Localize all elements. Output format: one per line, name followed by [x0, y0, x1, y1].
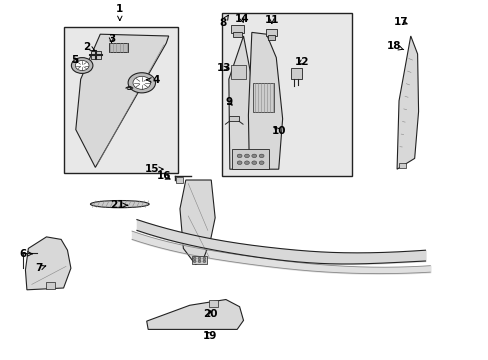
Circle shape: [259, 154, 264, 158]
Bar: [91, 51, 101, 59]
Text: 4: 4: [146, 75, 160, 85]
Circle shape: [128, 73, 155, 93]
Ellipse shape: [90, 201, 149, 208]
Bar: [108, 43, 128, 52]
Text: 9: 9: [225, 96, 232, 107]
Text: 2: 2: [83, 42, 95, 52]
Bar: [63, 27, 178, 173]
Text: 21: 21: [110, 200, 127, 210]
Text: 18: 18: [386, 41, 403, 51]
Polygon shape: [228, 36, 251, 169]
Circle shape: [237, 154, 242, 158]
Bar: [230, 25, 244, 33]
Text: 1: 1: [116, 4, 123, 21]
Bar: [267, 35, 274, 40]
Text: 19: 19: [203, 330, 217, 341]
Circle shape: [244, 154, 249, 158]
Polygon shape: [396, 36, 418, 169]
Bar: [222, 13, 351, 176]
Text: 5: 5: [71, 55, 78, 65]
Bar: [265, 29, 277, 36]
Bar: [253, 83, 273, 112]
Polygon shape: [180, 180, 215, 265]
Circle shape: [251, 154, 256, 158]
Bar: [290, 68, 301, 79]
Circle shape: [133, 76, 150, 89]
Text: 6: 6: [20, 249, 32, 259]
Polygon shape: [248, 32, 282, 169]
Circle shape: [259, 161, 264, 165]
Text: 10: 10: [271, 126, 285, 136]
Circle shape: [75, 60, 89, 71]
Circle shape: [237, 161, 242, 165]
Bar: [208, 300, 217, 307]
Polygon shape: [76, 34, 168, 167]
Text: 14: 14: [234, 14, 249, 24]
Circle shape: [251, 161, 256, 165]
Circle shape: [71, 58, 93, 73]
Bar: [233, 32, 242, 37]
Bar: [232, 149, 268, 169]
Polygon shape: [146, 300, 243, 329]
Polygon shape: [25, 237, 71, 290]
Circle shape: [193, 260, 196, 262]
Bar: [192, 256, 206, 264]
Text: 8: 8: [219, 15, 228, 28]
Text: 7: 7: [35, 263, 46, 273]
Text: 15: 15: [144, 164, 163, 174]
Circle shape: [193, 257, 196, 260]
Bar: [229, 116, 239, 121]
Text: 12: 12: [294, 57, 309, 67]
Text: 3: 3: [108, 33, 115, 44]
Circle shape: [203, 260, 205, 262]
Circle shape: [198, 260, 201, 262]
Text: 16: 16: [157, 171, 171, 181]
Text: 13: 13: [216, 63, 231, 73]
Bar: [230, 65, 246, 79]
Text: 11: 11: [264, 15, 279, 25]
Text: 20: 20: [203, 309, 217, 319]
Bar: [176, 177, 183, 183]
Circle shape: [198, 257, 201, 260]
Circle shape: [244, 161, 249, 165]
Bar: [398, 163, 405, 168]
Circle shape: [203, 257, 205, 260]
Bar: [46, 282, 55, 289]
Text: 17: 17: [393, 17, 407, 27]
